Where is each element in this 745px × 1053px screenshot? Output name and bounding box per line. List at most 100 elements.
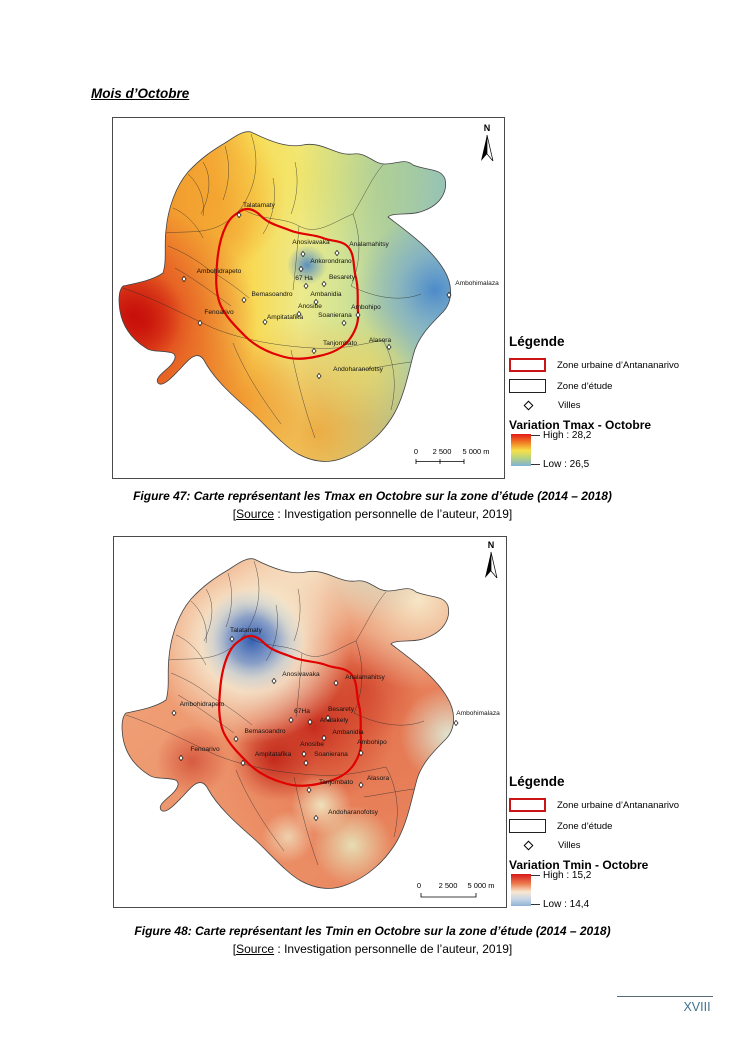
tmax-raster-surface	[119, 131, 451, 462]
section-header: Mois d’Octobre	[91, 86, 190, 101]
tmin-gradient-bar	[511, 874, 531, 906]
legend-title: Légende	[509, 774, 565, 789]
city-markers-and-labels: Talatamaty Anosivavaka Analamahitsy Ambohid…	[171, 627, 500, 822]
figure-48-source: [Source : Investigation personnelle de l…	[232, 942, 513, 956]
scale-bar: 0 2 500 5 000 m	[414, 447, 490, 464]
ville-marker	[334, 249, 340, 257]
ville-label: Talatamaty	[230, 627, 263, 634]
ville-marker	[453, 719, 459, 727]
ville-marker	[303, 759, 309, 767]
ville-marker	[262, 318, 268, 326]
ville-marker	[197, 319, 203, 327]
ville-marker	[171, 709, 177, 717]
north-arrow: N	[481, 123, 494, 162]
svg-text:N: N	[484, 123, 491, 133]
ville-label: Alasora	[369, 337, 392, 344]
gradient-low-label: Low : 26,5	[531, 459, 591, 470]
ville-marker	[386, 343, 392, 351]
svg-text:2 500: 2 500	[439, 881, 458, 890]
ville-marker	[313, 814, 319, 822]
ville-label: Ambohimalaza	[455, 280, 499, 287]
figure-48-caption: Figure 48: Carte représentant les Tmin e…	[0, 922, 745, 958]
ville-marker	[333, 679, 339, 687]
zone-etude-swatch	[509, 379, 546, 393]
ville-label: Ambohimalaza	[456, 710, 500, 717]
villes-swatch-icon	[523, 840, 534, 851]
ville-label: Andoharanofotsy	[328, 809, 379, 816]
zone-urbaine-label: Zone urbaine d’Antananarivo	[557, 359, 680, 371]
ville-marker	[240, 759, 246, 767]
ville-label: Besarety	[329, 274, 356, 281]
study-zone-outline	[118, 131, 452, 462]
page-number: XVIII	[683, 1000, 711, 1014]
ville-label: Talatamaty	[243, 202, 276, 209]
ville-marker	[236, 211, 242, 219]
legend-tmin: Légende Zone urbaine d’Antananarivo Zone…	[509, 774, 699, 914]
ville-marker	[178, 754, 184, 762]
ville-marker	[306, 786, 312, 794]
ville-label: Analakely	[320, 717, 349, 724]
ville-label: Anosibe	[300, 741, 324, 748]
ville-marker	[358, 781, 364, 789]
ville-marker	[321, 280, 327, 288]
figure-47-title: Figure 47: Carte représentant les Tmax e…	[133, 489, 612, 503]
ville-marker	[358, 749, 364, 757]
ville-label: Tanjombato	[319, 779, 353, 786]
ville-label: Soanierana	[318, 312, 352, 319]
city-markers-and-labels: Talatamaty Anosivavaka Analamahitsy Ankoron…	[181, 202, 499, 380]
gradient-high-label: High : 28,2	[531, 430, 591, 441]
zone-urbaine-label: Zone urbaine d’Antananarivo	[557, 799, 680, 811]
ville-marker	[241, 296, 247, 304]
villes-label: Villes	[558, 840, 581, 851]
ville-label: Ambanidia	[310, 291, 341, 298]
tmax-gradient-bar	[511, 434, 531, 466]
ville-label: 67Ha	[294, 708, 310, 715]
ville-marker	[229, 635, 235, 643]
ville-label: Ampitatafika	[255, 751, 292, 758]
gradient-low-label: Low : 14,4	[531, 899, 591, 910]
figure-47-source: [Source : Investigation personnelle de l…	[232, 507, 513, 521]
figure-48-title: Figure 48: Carte représentant les Tmin e…	[134, 924, 611, 938]
zone-etude-label: Zone d’étude	[557, 820, 613, 832]
legend-tmax: Légende Zone urbaine d’Antananarivo Zone…	[509, 334, 699, 474]
ville-label: Ambohipo	[357, 739, 387, 746]
tmax-map-october: Talatamaty Anosivavaka Analamahitsy Ankoron…	[112, 117, 505, 479]
zone-urbaine-swatch	[509, 358, 546, 372]
figure-47-caption: Figure 47: Carte représentant les Tmax e…	[0, 487, 745, 523]
ville-marker	[233, 735, 239, 743]
ville-marker	[301, 750, 307, 758]
ville-marker	[316, 372, 322, 380]
tmin-map-october: Talatamaty Anosivavaka Analamahitsy Ambohid…	[113, 536, 507, 908]
ville-label: Ankorondrano	[310, 258, 352, 265]
ville-label: Ambanidia	[332, 729, 363, 736]
zone-etude-label: Zone d’étude	[557, 380, 613, 392]
svg-text:5 000 m: 5 000 m	[467, 881, 494, 890]
ville-marker	[325, 714, 331, 722]
villes-label: Villes	[558, 400, 581, 411]
scale-bar: 0 2 500 5 000 m	[417, 881, 495, 898]
gradient-high-label: High : 15,2	[531, 870, 591, 881]
svg-text:N: N	[488, 540, 495, 550]
zone-urbaine-swatch	[509, 798, 546, 812]
ville-label: Bemasoandro	[244, 728, 285, 735]
villes-swatch-icon	[523, 400, 534, 411]
ville-label: Analamahitsy	[345, 674, 385, 681]
svg-text:0: 0	[417, 881, 421, 890]
legend-title: Légende	[509, 334, 565, 349]
urban-zone-boundary	[215, 207, 360, 360]
ville-marker	[313, 298, 319, 306]
svg-text:5 000 m: 5 000 m	[462, 447, 489, 456]
ville-marker	[355, 311, 361, 319]
ville-label: Ambohidrapeto	[180, 701, 225, 708]
ville-label: Fenoarivo	[190, 746, 220, 753]
ville-marker	[341, 319, 347, 327]
ville-label: Ambohipo	[351, 304, 381, 311]
svg-text:2 500: 2 500	[433, 447, 452, 456]
ville-label: Analamahitsy	[349, 241, 389, 248]
ville-label: Tanjombato	[323, 340, 357, 347]
ville-marker	[311, 347, 317, 355]
svg-text:0: 0	[414, 447, 418, 456]
ville-label: Soanierana	[314, 751, 348, 758]
ville-label: Ampitatafika	[267, 314, 304, 321]
ville-marker	[288, 716, 294, 724]
